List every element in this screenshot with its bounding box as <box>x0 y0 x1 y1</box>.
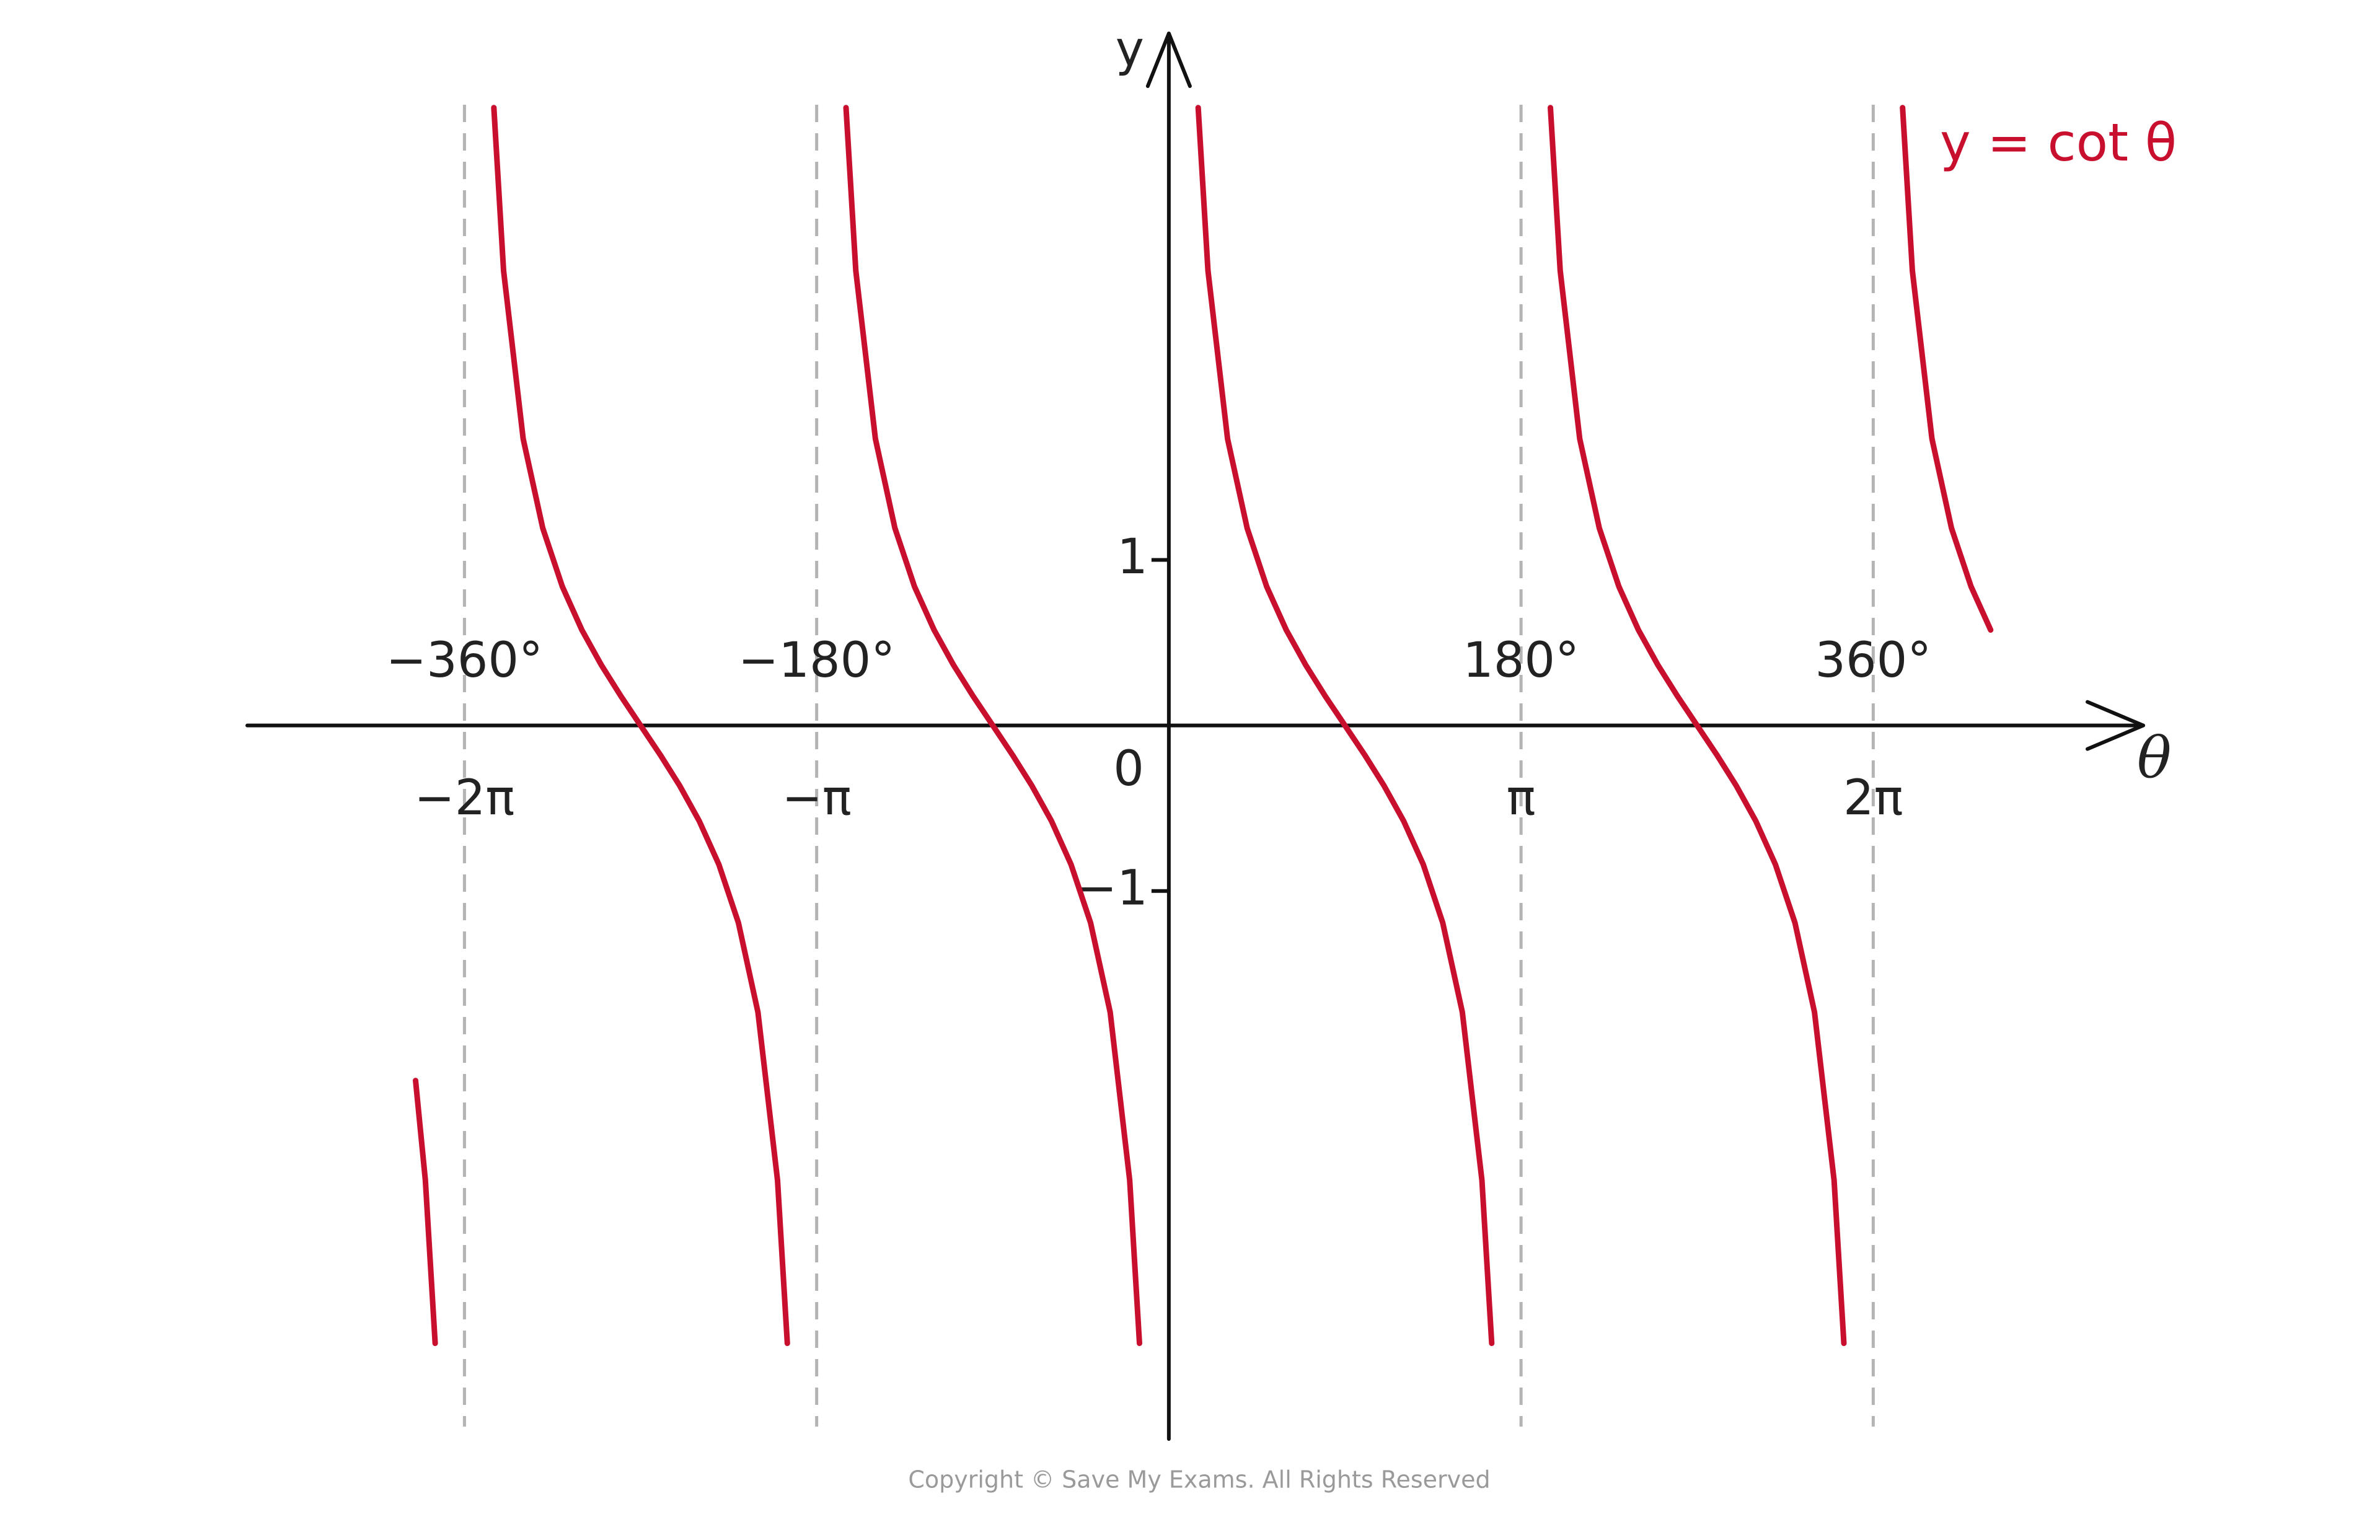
y-tick-label: 1 <box>1117 529 1148 585</box>
x-tick-label-radians: π <box>1507 770 1536 826</box>
x-axis-label: θ <box>2137 725 2171 791</box>
x-axis-arrow <box>2086 700 2145 751</box>
x-tick-label: 180° <box>1463 633 1579 689</box>
x-tick-label-radians: −2π <box>414 770 514 826</box>
x-tick-label: 360° <box>1815 633 1931 689</box>
y-axis-arrow <box>1145 32 1192 88</box>
copyright: Copyright © Save My Exams. All Rights Re… <box>908 1466 1490 1494</box>
x-tick-label: −360° <box>386 633 543 689</box>
origin-label: 0 <box>1113 741 1144 797</box>
x-tick-label-radians: 2π <box>1843 770 1903 826</box>
x-tick-label: −180° <box>738 633 895 689</box>
y-tick-label: −1 <box>1077 860 1148 916</box>
cot-curve <box>413 105 1994 1347</box>
x-tick-label-radians: −π <box>782 770 851 826</box>
y-axis-label: y <box>1116 21 1144 77</box>
legend-label: y = cot θ <box>1940 112 2177 173</box>
